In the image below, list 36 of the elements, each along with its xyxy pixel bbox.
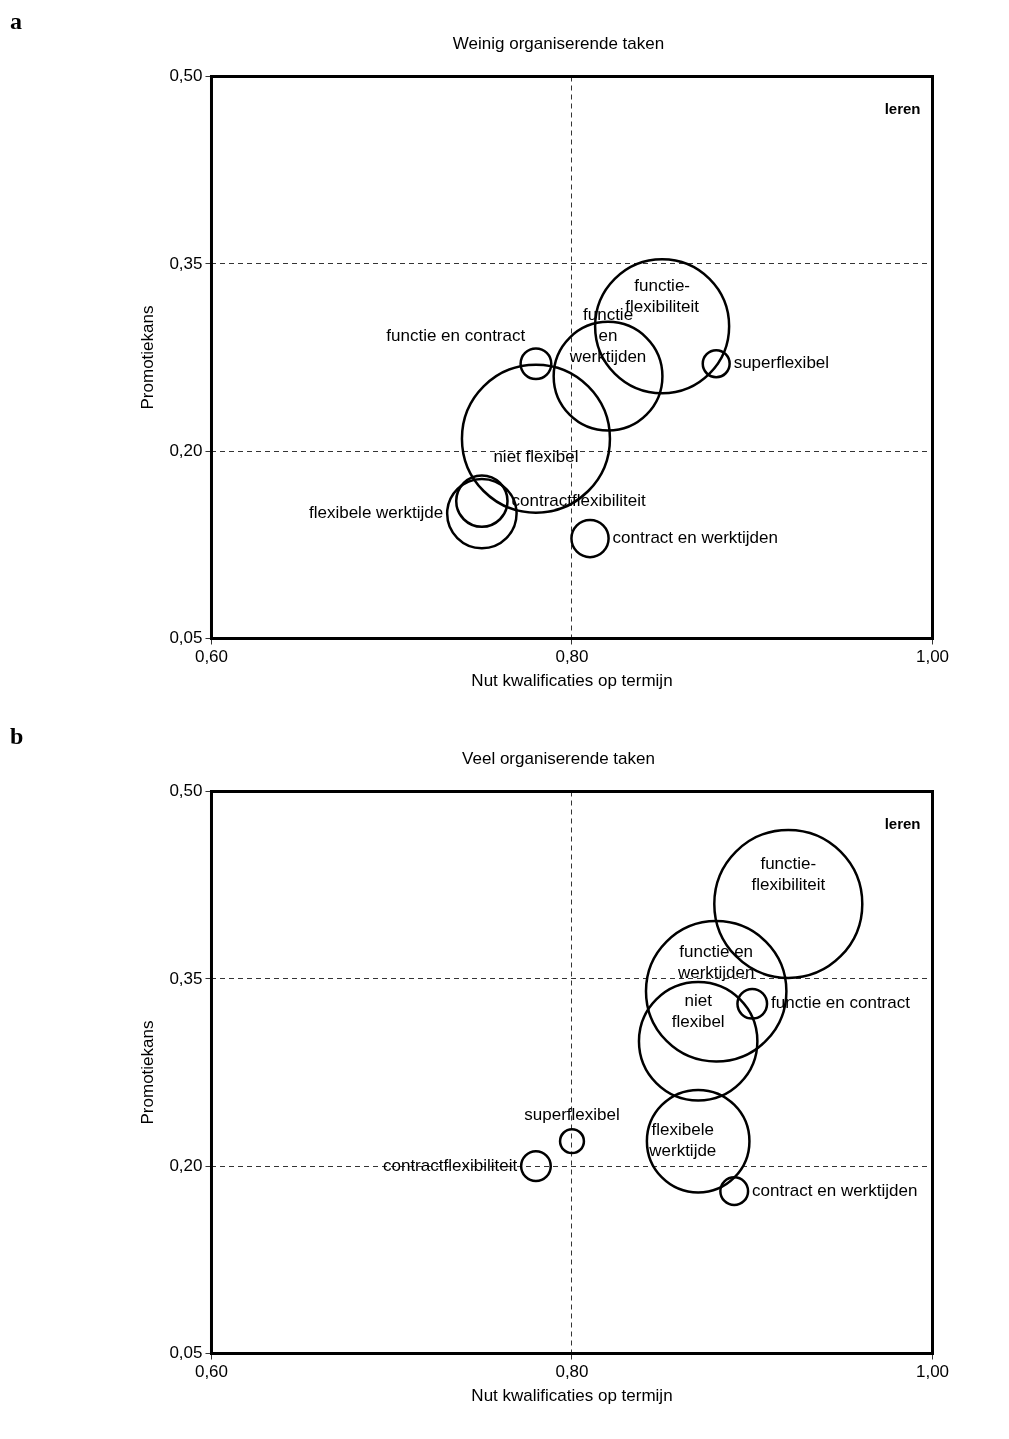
series-label: contract en werktijden: [612, 528, 778, 548]
x-tick-label: 0,80: [555, 647, 589, 667]
chart-title: Veel organiserende taken: [462, 748, 655, 768]
series-label: flexibele werktijde: [648, 1120, 717, 1161]
y-axis-title: Promotiekans: [137, 1020, 157, 1125]
text: b: [10, 723, 24, 750]
annotation: leren: [884, 100, 921, 118]
series-label: superflexibel: [733, 353, 830, 373]
series-label: contract en werktijden: [752, 1180, 918, 1200]
x-tick-label: 1,00: [915, 1362, 950, 1382]
y-tick-label: 0,35: [169, 968, 203, 988]
series-label: superflexibel: [524, 1104, 620, 1124]
y-tick-label: 0,05: [169, 1343, 203, 1363]
y-tick-label: 0,20: [169, 1155, 203, 1175]
y-tick-label: 0,35: [169, 253, 203, 273]
chart-title: Weinig organiserende taken: [452, 33, 665, 53]
y-tick-label: 0,50: [169, 781, 203, 801]
series-label: functie-flexibiliteit: [751, 854, 826, 895]
series-label: functie en contract: [386, 326, 526, 346]
x-axis-title: Nut kwalificaties op termijn: [471, 670, 673, 690]
series-label: flexibele werktijde: [308, 503, 444, 523]
annotation: leren: [884, 815, 921, 833]
x-tick-label: 0,60: [194, 1362, 229, 1382]
series-label: niet flexibel: [671, 991, 725, 1032]
x-tick-label: 0,80: [555, 1362, 589, 1382]
series-label: functie en werktijden: [676, 941, 755, 982]
series-label: contractflexibiliteit: [382, 1155, 518, 1175]
y-axis-title: Promotiekans: [137, 305, 157, 410]
x-axis-title: Nut kwalificaties op termijn: [471, 1385, 673, 1405]
x-tick-label: 1,00: [915, 647, 950, 667]
y-tick-label: 0,50: [169, 66, 203, 86]
x-tick-label: 0,60: [194, 647, 229, 667]
series-label: niet flexibel: [493, 446, 579, 466]
text: a: [10, 8, 22, 35]
y-tick-label: 0,20: [169, 440, 203, 460]
y-tick-label: 0,05: [169, 628, 203, 648]
